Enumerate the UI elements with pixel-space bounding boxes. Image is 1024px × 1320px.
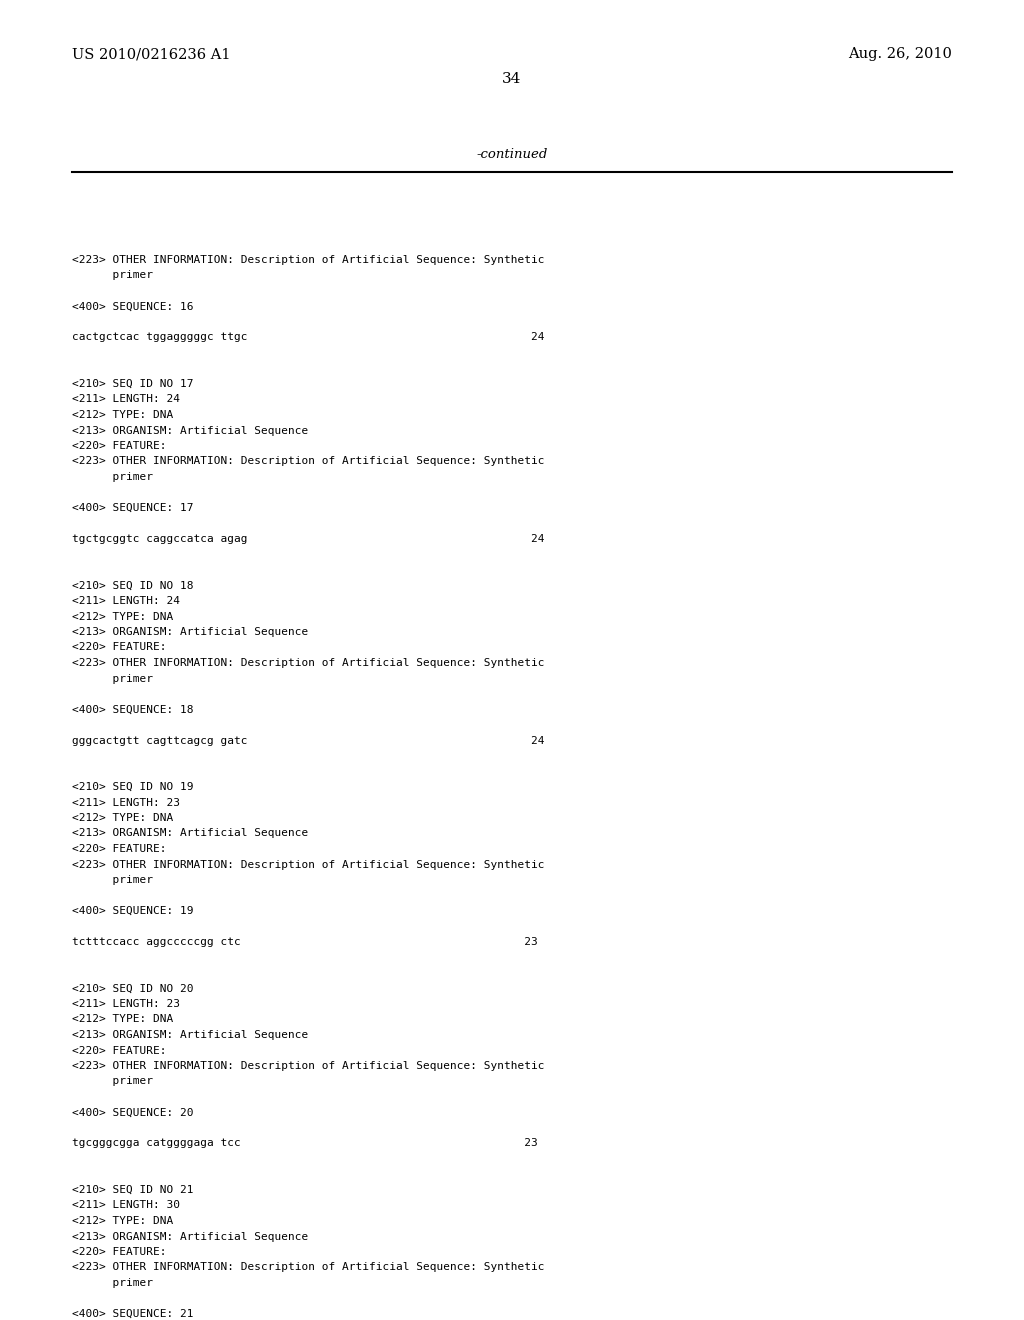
Text: <211> LENGTH: 24: <211> LENGTH: 24 bbox=[72, 395, 180, 404]
Text: <212> TYPE: DNA: <212> TYPE: DNA bbox=[72, 1015, 173, 1024]
Text: primer: primer bbox=[72, 473, 153, 482]
Text: <220> FEATURE:: <220> FEATURE: bbox=[72, 441, 167, 451]
Text: -continued: -continued bbox=[476, 148, 548, 161]
Text: <212> TYPE: DNA: <212> TYPE: DNA bbox=[72, 813, 173, 822]
Text: <210> SEQ ID NO 19: <210> SEQ ID NO 19 bbox=[72, 781, 194, 792]
Text: <213> ORGANISM: Artificial Sequence: <213> ORGANISM: Artificial Sequence bbox=[72, 1232, 308, 1242]
Text: <400> SEQUENCE: 16: <400> SEQUENCE: 16 bbox=[72, 301, 194, 312]
Text: <220> FEATURE:: <220> FEATURE: bbox=[72, 1247, 167, 1257]
Text: <212> TYPE: DNA: <212> TYPE: DNA bbox=[72, 411, 173, 420]
Text: <220> FEATURE:: <220> FEATURE: bbox=[72, 843, 167, 854]
Text: <213> ORGANISM: Artificial Sequence: <213> ORGANISM: Artificial Sequence bbox=[72, 627, 308, 638]
Text: US 2010/0216236 A1: US 2010/0216236 A1 bbox=[72, 48, 230, 61]
Text: <400> SEQUENCE: 18: <400> SEQUENCE: 18 bbox=[72, 705, 194, 714]
Text: primer: primer bbox=[72, 1077, 153, 1086]
Text: <212> TYPE: DNA: <212> TYPE: DNA bbox=[72, 1216, 173, 1226]
Text: <213> ORGANISM: Artificial Sequence: <213> ORGANISM: Artificial Sequence bbox=[72, 1030, 308, 1040]
Text: <223> OTHER INFORMATION: Description of Artificial Sequence: Synthetic: <223> OTHER INFORMATION: Description of … bbox=[72, 255, 545, 265]
Text: <210> SEQ ID NO 18: <210> SEQ ID NO 18 bbox=[72, 581, 194, 590]
Text: <212> TYPE: DNA: <212> TYPE: DNA bbox=[72, 611, 173, 622]
Text: <213> ORGANISM: Artificial Sequence: <213> ORGANISM: Artificial Sequence bbox=[72, 425, 308, 436]
Text: <223> OTHER INFORMATION: Description of Artificial Sequence: Synthetic: <223> OTHER INFORMATION: Description of … bbox=[72, 1262, 545, 1272]
Text: primer: primer bbox=[72, 1278, 153, 1288]
Text: <400> SEQUENCE: 19: <400> SEQUENCE: 19 bbox=[72, 906, 194, 916]
Text: <223> OTHER INFORMATION: Description of Artificial Sequence: Synthetic: <223> OTHER INFORMATION: Description of … bbox=[72, 457, 545, 466]
Text: tgctgcggtc caggccatca agag                                          24: tgctgcggtc caggccatca agag 24 bbox=[72, 535, 545, 544]
Text: <211> LENGTH: 23: <211> LENGTH: 23 bbox=[72, 797, 180, 808]
Text: tgcgggcgga catggggaga tcc                                          23: tgcgggcgga catggggaga tcc 23 bbox=[72, 1138, 538, 1148]
Text: <223> OTHER INFORMATION: Description of Artificial Sequence: Synthetic: <223> OTHER INFORMATION: Description of … bbox=[72, 657, 545, 668]
Text: primer: primer bbox=[72, 673, 153, 684]
Text: <211> LENGTH: 30: <211> LENGTH: 30 bbox=[72, 1200, 180, 1210]
Text: <220> FEATURE:: <220> FEATURE: bbox=[72, 643, 167, 652]
Text: <400> SEQUENCE: 17: <400> SEQUENCE: 17 bbox=[72, 503, 194, 513]
Text: <400> SEQUENCE: 20: <400> SEQUENCE: 20 bbox=[72, 1107, 194, 1118]
Text: <220> FEATURE:: <220> FEATURE: bbox=[72, 1045, 167, 1056]
Text: <400> SEQUENCE: 21: <400> SEQUENCE: 21 bbox=[72, 1309, 194, 1319]
Text: Aug. 26, 2010: Aug. 26, 2010 bbox=[848, 48, 952, 61]
Text: <210> SEQ ID NO 17: <210> SEQ ID NO 17 bbox=[72, 379, 194, 389]
Text: <223> OTHER INFORMATION: Description of Artificial Sequence: Synthetic: <223> OTHER INFORMATION: Description of … bbox=[72, 1061, 545, 1071]
Text: <210> SEQ ID NO 20: <210> SEQ ID NO 20 bbox=[72, 983, 194, 994]
Text: 34: 34 bbox=[503, 73, 521, 86]
Text: <210> SEQ ID NO 21: <210> SEQ ID NO 21 bbox=[72, 1185, 194, 1195]
Text: <211> LENGTH: 24: <211> LENGTH: 24 bbox=[72, 597, 180, 606]
Text: cactgctcac tggagggggc ttgc                                          24: cactgctcac tggagggggc ttgc 24 bbox=[72, 333, 545, 342]
Text: <223> OTHER INFORMATION: Description of Artificial Sequence: Synthetic: <223> OTHER INFORMATION: Description of … bbox=[72, 859, 545, 870]
Text: gggcactgtt cagttcagcg gatc                                          24: gggcactgtt cagttcagcg gatc 24 bbox=[72, 735, 545, 746]
Text: primer: primer bbox=[72, 271, 153, 281]
Text: primer: primer bbox=[72, 875, 153, 884]
Text: tctttccacc aggcccccgg ctc                                          23: tctttccacc aggcccccgg ctc 23 bbox=[72, 937, 538, 946]
Text: <211> LENGTH: 23: <211> LENGTH: 23 bbox=[72, 999, 180, 1008]
Text: <213> ORGANISM: Artificial Sequence: <213> ORGANISM: Artificial Sequence bbox=[72, 829, 308, 838]
